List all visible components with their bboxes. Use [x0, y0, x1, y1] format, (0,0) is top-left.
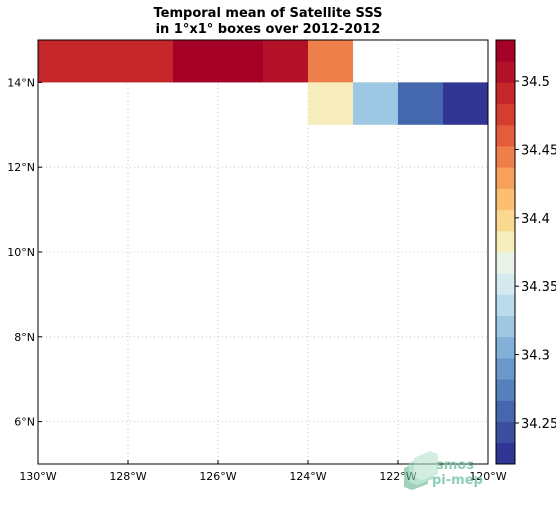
x-tick-label: 128°W [109, 470, 146, 483]
colorbar-band [496, 294, 515, 316]
heatmap-cell [128, 40, 173, 83]
y-tick-label: 14°N [7, 76, 35, 89]
colorbar-band [496, 40, 515, 62]
colorbar-tick-label: 34.3 [521, 349, 550, 364]
colorbar-band [496, 209, 515, 232]
colorbar-band [496, 146, 515, 168]
logo-text-smos: smos [436, 458, 474, 473]
heatmap-cell [173, 40, 218, 83]
colorbar-ticks: 34.25 34.3 34.35 34.4 34.45 34.5 [515, 75, 556, 432]
colorbar-band [496, 442, 515, 465]
smos-pi-mep-logo: smos pi-mep [404, 451, 483, 490]
colorbar-band [496, 358, 515, 380]
y-tick-label: 12°N [7, 161, 35, 174]
colorbar-band [496, 82, 515, 104]
colorbar-band [496, 336, 515, 359]
chart-title-line1: Temporal mean of Satellite SSS [154, 6, 383, 21]
logo-layers-icon [404, 451, 438, 490]
colorbar-tick-label: 34.25 [521, 417, 556, 432]
y-tick-label: 10°N [7, 246, 35, 259]
colorbar-tick-label: 34.4 [521, 212, 550, 227]
colorbar-tick-label: 34.45 [521, 143, 556, 158]
colorbar-band [496, 124, 515, 147]
x-tick-label: 120°W [469, 470, 506, 483]
colorbar-band [496, 379, 515, 401]
y-tick-label: 6°N [14, 416, 35, 429]
logo-text-pi-mep: pi-mep [432, 473, 483, 488]
y-axis-ticks: 6°N 8°N 10°N 12°N 14°N [7, 76, 42, 429]
colorbar-bands [496, 40, 515, 465]
heatmap-cell [83, 40, 128, 83]
colorbar-band [496, 167, 515, 189]
colorbar-tick-label: 34.5 [521, 75, 550, 90]
heatmap-cell [308, 82, 353, 125]
colorbar-band [496, 61, 515, 83]
heatmap-cell [263, 40, 308, 83]
heatmap-cell [308, 40, 353, 83]
colorbar-band [496, 315, 515, 338]
heatmap-cell [398, 82, 443, 125]
colorbar: 34.25 34.3 34.35 34.4 34.45 34.5 [495, 39, 556, 465]
heatmap-cell [443, 82, 488, 125]
colorbar-band [496, 252, 515, 274]
heatmap-cell [38, 40, 83, 83]
colorbar-tick-label: 34.35 [521, 280, 556, 295]
colorbar-band [496, 188, 515, 210]
colorbar-band [496, 273, 515, 295]
x-tick-label: 130°W [19, 470, 56, 483]
colorbar-band [496, 230, 515, 253]
plot-area: 130°W 128°W 126°W 124°W 122°W 120°W 6°N8°N10°… [7, 39, 507, 483]
heatmap-cell [218, 40, 263, 83]
heatmap-cells [38, 40, 488, 125]
y-tick-label: 8°N [14, 331, 35, 344]
chart-title-line2: in 1°x1° boxes over 2012-2012 [156, 22, 381, 37]
x-tick-label: 126°W [199, 470, 236, 483]
colorbar-band [496, 421, 515, 444]
colorbar-band [496, 103, 515, 126]
x-tick-label: 124°W [289, 470, 326, 483]
colorbar-band [496, 400, 515, 422]
x-axis-ticks: 130°W 128°W 126°W 124°W 122°W 120°W [19, 460, 507, 483]
colorbar-frame [495, 39, 516, 465]
heatmap-cell [353, 82, 398, 125]
